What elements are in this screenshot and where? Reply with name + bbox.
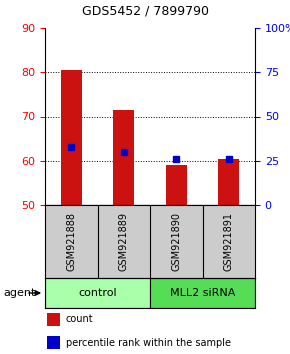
Text: agent: agent <box>3 288 35 298</box>
Bar <box>113 110 134 205</box>
Text: GSM921891: GSM921891 <box>224 212 234 271</box>
Text: percentile rank within the sample: percentile rank within the sample <box>66 337 231 348</box>
Bar <box>166 165 187 205</box>
Text: GSM921889: GSM921889 <box>119 212 129 271</box>
Bar <box>61 70 82 205</box>
Bar <box>218 159 239 205</box>
Text: control: control <box>78 288 117 298</box>
Text: MLL2 siRNA: MLL2 siRNA <box>170 288 235 298</box>
Text: GSM921890: GSM921890 <box>171 212 181 271</box>
Bar <box>47 313 60 326</box>
Text: count: count <box>66 314 94 325</box>
Text: GDS5452 / 7899790: GDS5452 / 7899790 <box>81 4 209 17</box>
Bar <box>47 336 60 349</box>
Bar <box>150 278 255 308</box>
Text: GSM921888: GSM921888 <box>66 212 76 271</box>
Bar <box>45 278 150 308</box>
